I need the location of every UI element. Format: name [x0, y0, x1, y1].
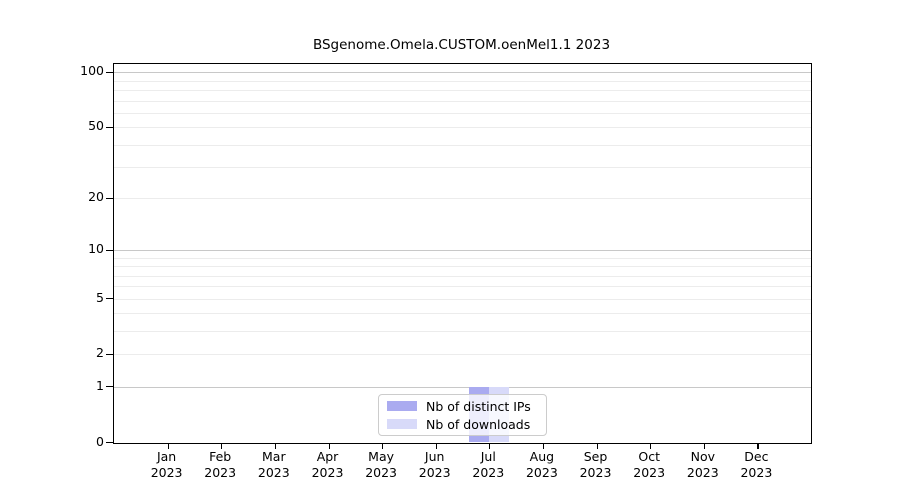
x-tick-mark — [274, 443, 276, 449]
x-tick-mark — [489, 443, 491, 449]
legend-swatch-downloads — [387, 419, 417, 429]
legend-label: Nb of downloads — [426, 416, 531, 432]
y-tick-mark — [106, 353, 113, 355]
x-tick-mark — [757, 443, 759, 449]
y-tick-mark — [106, 126, 113, 128]
gridline — [114, 313, 811, 315]
y-axis-tick-label: 5 — [96, 289, 104, 305]
y-axis-tick-label: 50 — [88, 118, 104, 134]
gridline — [114, 386, 811, 388]
chart-title: BSgenome.Omela.CUSTOM.oenMel1.1 2023 — [312, 37, 611, 53]
gridline — [114, 286, 811, 288]
gridline — [114, 198, 811, 200]
x-axis-tick-label: Jul 2023 — [472, 449, 505, 480]
x-axis-tick-label: Nov 2023 — [686, 449, 719, 480]
gridline — [114, 144, 811, 146]
y-axis-tick-label: 100 — [80, 63, 104, 79]
x-tick-mark — [542, 443, 545, 449]
gridline — [114, 72, 811, 74]
legend-item: Nb of downloads — [387, 417, 538, 432]
gridline — [114, 275, 811, 277]
y-tick-mark — [106, 298, 113, 300]
x-axis-tick-label: Mar 2023 — [257, 449, 290, 480]
gridline — [114, 257, 811, 259]
y-tick-mark — [106, 197, 113, 199]
y-axis-tick-label: 10 — [88, 241, 104, 257]
x-axis-tick-label: Dec 2023 — [740, 449, 773, 480]
y-tick-mark — [106, 441, 113, 444]
x-axis-tick-label: Apr 2023 — [311, 449, 344, 480]
plot-area — [106, 63, 812, 449]
x-tick-mark — [221, 443, 223, 449]
gridline — [114, 127, 811, 129]
x-axis-tick-label: Sep 2023 — [579, 449, 612, 480]
x-axis-tick-label: May 2023 — [365, 449, 397, 480]
gridline — [114, 100, 811, 102]
y-tick-mark — [106, 386, 113, 388]
x-axis-tick-label: Jan 2023 — [150, 449, 183, 480]
x-tick-mark — [382, 443, 384, 449]
y-axis-tick-label: 2 — [96, 345, 104, 361]
x-tick-mark — [650, 443, 652, 449]
gridline — [114, 112, 811, 114]
x-axis-tick-label: Aug 2023 — [525, 449, 558, 480]
x-tick-mark — [328, 443, 330, 449]
gridline — [114, 298, 811, 300]
y-tick-mark — [106, 71, 113, 73]
x-tick-mark — [596, 443, 598, 449]
x-axis-tick-label: Jun 2023 — [418, 449, 451, 480]
y-axis-tick-label: 0 — [96, 433, 104, 449]
legend-item: Nb of distinct IPs — [387, 399, 538, 414]
y-tick-mark — [106, 249, 113, 251]
x-axis-tick-label: Feb 2023 — [204, 449, 237, 480]
legend-label: Nb of distinct IPs — [426, 398, 531, 414]
x-tick-mark — [167, 443, 169, 449]
gridline — [114, 250, 811, 252]
gridline — [114, 80, 811, 82]
x-axis-tick-label: Oct 2023 — [633, 449, 666, 480]
gridline — [114, 331, 811, 333]
gridline — [114, 266, 811, 268]
y-axis-tick-label: 20 — [88, 189, 104, 205]
gridline — [114, 90, 811, 92]
legend: Nb of distinct IPs Nb of downloads — [378, 394, 547, 436]
gridline — [114, 167, 811, 169]
legend-swatch-distinct-ips — [387, 401, 417, 411]
x-tick-mark — [435, 443, 437, 449]
gridline — [114, 354, 811, 356]
y-axis-tick-label: 1 — [96, 377, 104, 393]
x-tick-mark — [703, 443, 705, 449]
